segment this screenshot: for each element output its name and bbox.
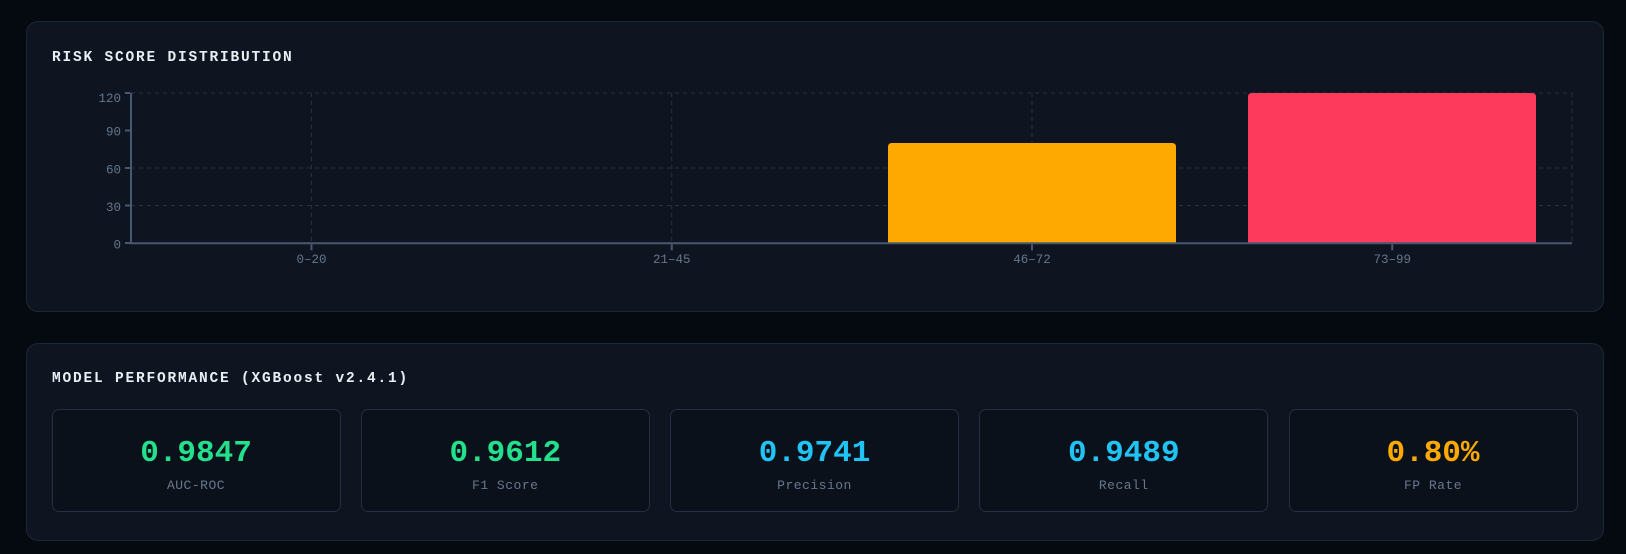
svg-text:60: 60 xyxy=(106,163,121,177)
svg-text:46–72: 46–72 xyxy=(1013,253,1051,267)
svg-text:21–45: 21–45 xyxy=(653,253,691,267)
svg-text:0: 0 xyxy=(113,239,121,253)
svg-text:0–20: 0–20 xyxy=(296,253,326,267)
svg-text:120: 120 xyxy=(98,92,121,106)
svg-text:30: 30 xyxy=(106,201,121,215)
svg-text:73–99: 73–99 xyxy=(1373,253,1411,267)
svg-text:90: 90 xyxy=(106,126,121,140)
